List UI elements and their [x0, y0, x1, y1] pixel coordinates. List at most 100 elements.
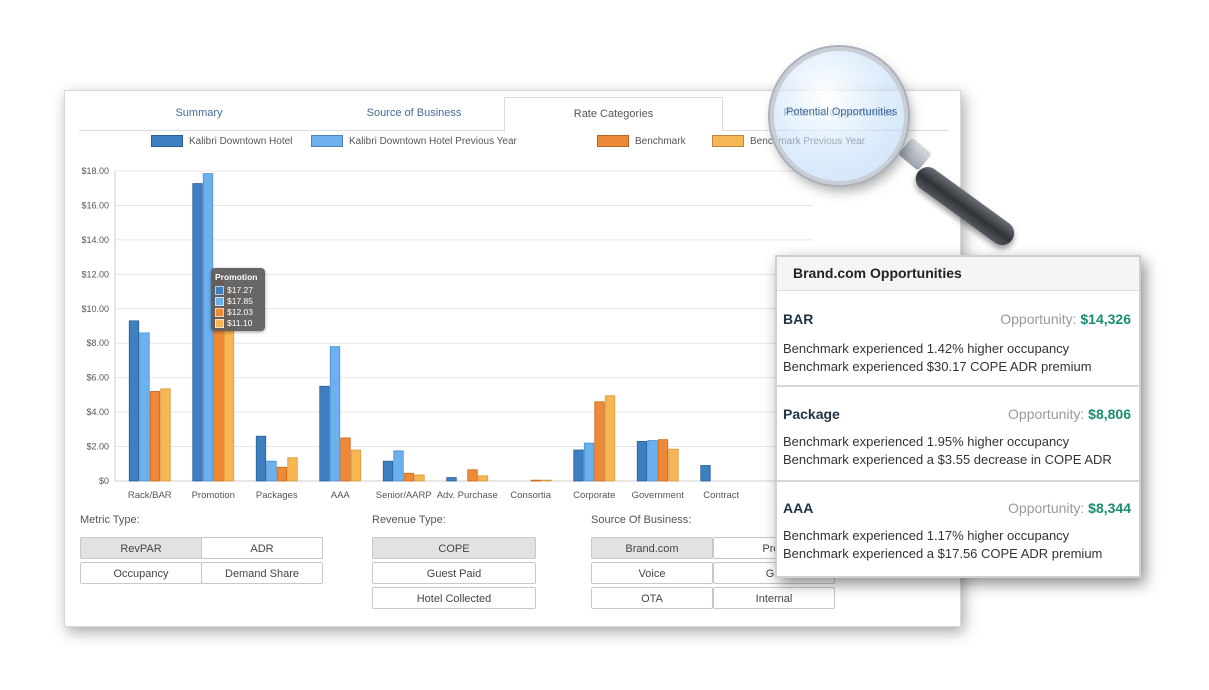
- metric-occupancy-button[interactable]: Occupancy: [80, 562, 202, 584]
- opportunities-title: Brand.com Opportunities: [777, 257, 1139, 291]
- legend-swatch: [311, 135, 343, 147]
- metric-adr-button[interactable]: ADR: [201, 537, 323, 559]
- tooltip-row: $11.10: [215, 318, 252, 328]
- bar: [446, 477, 457, 482]
- opportunity-detail: Benchmark experienced $30.17 COPE ADR pr…: [783, 359, 1092, 374]
- x-tick-label: Senior/AARP: [376, 490, 432, 501]
- magnifier-lens: [770, 47, 908, 185]
- tab-bar: Summary Source of Business Rate Categori…: [79, 97, 949, 132]
- x-tick-label: Consortia: [510, 490, 551, 501]
- tab-summary[interactable]: Summary: [175, 107, 223, 119]
- bar: [160, 388, 171, 482]
- legend-item-benchmark[interactable]: Benchmark: [597, 135, 686, 147]
- bar: [340, 437, 351, 482]
- opportunity-detail: Benchmark experienced a $17.56 COPE ADR …: [783, 546, 1103, 561]
- source-ota-button[interactable]: OTA: [591, 587, 713, 609]
- y-tick-label: $18.00: [81, 166, 109, 176]
- legend-swatch: [597, 135, 629, 147]
- bar: [276, 466, 288, 482]
- rate-categories-chart: $0 $2.00 $4.00 $6.00 $8.00 $10.00 $12.00 $14.00…: [81, 166, 813, 501]
- bar: [636, 440, 648, 482]
- bar: [319, 385, 330, 482]
- x-tick-label: Government: [632, 490, 685, 501]
- bar: [594, 401, 605, 482]
- y-tick-label: $6.00: [86, 373, 109, 383]
- opportunity-detail: Benchmark experienced 1.17% higher occup…: [783, 528, 1070, 543]
- bar: [255, 435, 267, 482]
- y-tick-label: $16.00: [81, 200, 109, 210]
- tooltip-row: $12.03: [215, 307, 253, 317]
- opportunity-value: Opportunity: $14,326: [1000, 311, 1131, 327]
- magnified-tab-label: Potential Opportunities: [786, 106, 898, 118]
- bar: [414, 474, 425, 482]
- opportunity-name: Package: [783, 406, 840, 422]
- bar: [467, 469, 478, 482]
- opportunities-card: Brand.com Opportunities BAR Opportunity:…: [775, 255, 1141, 578]
- opportunity-value: Opportunity: $8,344: [1008, 500, 1131, 516]
- revenue-hotel-collected-button[interactable]: Hotel Collected: [372, 587, 536, 609]
- opportunity-item: BAR Opportunity: $14,326 Benchmark exper…: [777, 291, 1139, 387]
- revenue-guest-paid-button[interactable]: Guest Paid: [372, 562, 536, 584]
- source-voice-button[interactable]: Voice: [591, 562, 713, 584]
- tab-rate-categories[interactable]: Rate Categories: [504, 97, 723, 132]
- bar: [393, 450, 404, 482]
- bar: [668, 448, 679, 482]
- tooltip-row: $17.85: [215, 296, 253, 306]
- legend-swatch: [151, 135, 183, 147]
- opportunity-detail: Benchmark experienced 1.42% higher occup…: [783, 341, 1070, 356]
- y-tick-label: $8.00: [86, 338, 109, 348]
- bar: [287, 457, 298, 482]
- legend-label: Benchmark: [635, 135, 686, 147]
- metric-demand-share-button[interactable]: Demand Share: [201, 562, 323, 584]
- bar: [266, 460, 277, 482]
- tooltip-row: $17.27: [215, 285, 253, 295]
- y-tick-label: $14.00: [81, 235, 109, 245]
- bar: [530, 479, 542, 482]
- legend-item-hotel-previous-year[interactable]: Kalibri Downtown Hotel Previous Year: [311, 135, 517, 147]
- metric-revpar-button[interactable]: RevPAR: [80, 537, 202, 559]
- y-tick-label: $0: [99, 476, 109, 486]
- legend-swatch: [712, 135, 744, 147]
- bar: [139, 332, 150, 482]
- bar: [149, 391, 161, 482]
- chart-tooltip: Promotion $17.27 $17.85 $12.03 $11.10: [211, 268, 265, 331]
- x-tick-label: Contract: [703, 490, 739, 501]
- bar: [583, 442, 595, 482]
- bar: [403, 472, 415, 482]
- y-tick-label: $10.00: [81, 304, 109, 314]
- tab-source-of-business[interactable]: Source of Business: [366, 107, 462, 119]
- revenue-cope-button[interactable]: COPE: [372, 537, 536, 559]
- legend-label: Kalibri Downtown Hotel: [189, 135, 293, 147]
- opportunity-item: AAA Opportunity: $8,344 Benchmark experi…: [777, 482, 1139, 574]
- bar: [382, 460, 394, 482]
- opportunity-name: AAA: [783, 500, 814, 516]
- x-tick-label: Packages: [256, 490, 298, 501]
- bar: [350, 449, 362, 482]
- bar: [573, 449, 584, 482]
- opportunity-value: Opportunity: $8,806: [1008, 406, 1131, 422]
- legend-label: Kalibri Downtown Hotel Previous Year: [349, 135, 517, 147]
- bar: [647, 440, 658, 482]
- bar: [700, 465, 711, 482]
- bar: [657, 439, 669, 482]
- opportunity-item: Package Opportunity: $8,806 Benchmark ex…: [777, 387, 1139, 482]
- legend-item-hotel[interactable]: Kalibri Downtown Hotel: [151, 135, 292, 147]
- revenue-type-label: Revenue Type:: [372, 514, 446, 526]
- x-tick-label: AAA: [331, 490, 351, 501]
- y-tick-label: $4.00: [86, 407, 109, 417]
- opportunity-detail: Benchmark experienced 1.95% higher occup…: [783, 434, 1070, 449]
- opportunity-name: BAR: [783, 311, 814, 327]
- bar: [477, 475, 489, 482]
- y-tick-label: $12.00: [81, 269, 109, 279]
- x-tick-label: Adv. Purchase: [437, 490, 498, 501]
- source-internal-button[interactable]: Internal: [713, 587, 835, 609]
- source-of-business-label: Source Of Business:: [591, 514, 692, 526]
- bar: [329, 346, 341, 482]
- x-tick-label: Corporate: [573, 490, 615, 501]
- metric-type-label: Metric Type:: [80, 514, 140, 526]
- tooltip-title: Promotion: [215, 272, 258, 282]
- bar: [541, 479, 552, 482]
- opportunity-detail: Benchmark experienced a $3.55 decrease i…: [783, 452, 1112, 467]
- source-brandcom-button[interactable]: Brand.com: [591, 537, 713, 559]
- y-tick-label: $2.00: [86, 442, 109, 452]
